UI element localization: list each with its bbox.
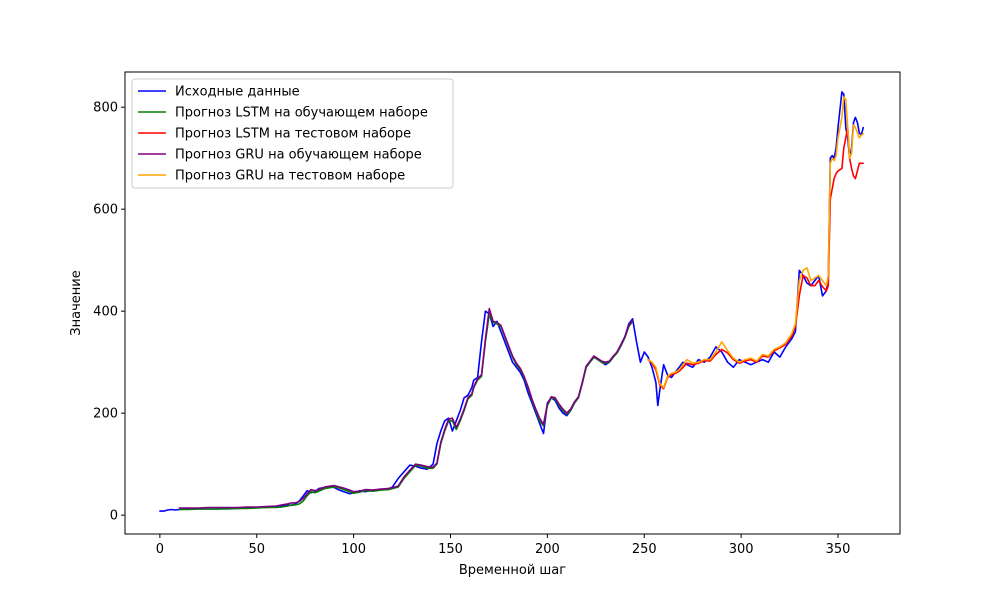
series-line-5 — [647, 96, 865, 389]
legend-label-1: Исходные данные — [175, 85, 300, 100]
legend-label-3: Прогноз LSTM на тестовом наборе — [175, 127, 411, 142]
x-tick-label: 250 — [632, 542, 657, 557]
x-tick-label: 50 — [248, 542, 265, 557]
y-axis-label: Значение — [69, 270, 84, 335]
series-line-3 — [647, 126, 865, 390]
legend-label-4: Прогноз GRU на обучающем наборе — [175, 148, 422, 163]
x-tick-label: 150 — [438, 542, 463, 557]
x-tick-label: 350 — [826, 542, 851, 557]
x-tick-label: 200 — [535, 542, 560, 557]
x-axis-label: Временной шаг — [459, 563, 566, 578]
legend-box — [131, 78, 454, 189]
legend-label-5: Прогноз GRU на тестовом наборе — [175, 169, 405, 184]
plot-area-frame — [124, 71, 901, 535]
y-tick-label: 400 — [93, 305, 118, 320]
x-tick-label: 300 — [729, 542, 754, 557]
y-tick-label: 200 — [93, 407, 118, 422]
y-tick-label: 0 — [110, 509, 118, 524]
legend: Исходные данные Прогноз LSTM на обучающем… — [131, 78, 454, 189]
legend-label-2: Прогноз LSTM на обучающем наборе — [175, 106, 428, 121]
series-line-4 — [178, 307, 634, 509]
x-axis: 0 50 100 150 200 250 300 350 — [156, 534, 851, 557]
y-tick-label: 600 — [93, 203, 118, 218]
x-tick-label: 100 — [341, 542, 366, 557]
series-layer — [159, 91, 865, 512]
x-tick-label: 0 — [156, 542, 164, 557]
y-axis: 0 200 400 600 800 — [93, 101, 125, 524]
y-tick-label: 800 — [93, 101, 118, 116]
